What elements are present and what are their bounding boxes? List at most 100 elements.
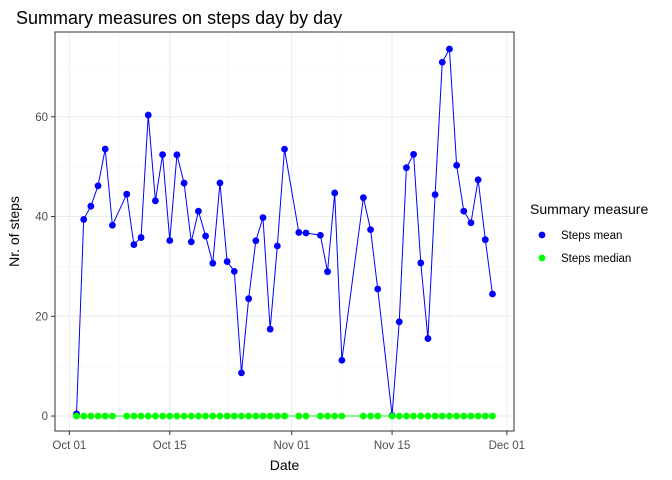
axes: Oct 01 Oct 15 Nov 01 Nov 15 Dec 01 0 20 40 60 <box>35 112 525 452</box>
steps-median-point <box>410 412 417 420</box>
steps-mean-point <box>410 150 417 158</box>
steps-mean-point <box>166 237 174 244</box>
steps-mean-point <box>101 145 109 153</box>
steps-median-point <box>302 412 310 420</box>
steps-mean-point <box>281 145 288 153</box>
steps-median-point <box>316 412 324 420</box>
steps-mean-point <box>374 285 382 293</box>
steps-mean-point <box>152 197 159 205</box>
steps-mean-point <box>209 259 217 267</box>
steps-median-point <box>417 412 425 420</box>
steps-mean-point <box>245 295 253 303</box>
steps-mean-point <box>187 238 195 246</box>
steps-mean-point <box>331 189 339 197</box>
steps-mean-point <box>467 219 475 227</box>
steps-median-point <box>94 412 102 420</box>
steps-mean-point <box>338 356 346 364</box>
steps-median-point <box>144 412 152 420</box>
steps-median-point <box>295 412 303 420</box>
legend-key-steps-median <box>538 254 546 262</box>
steps-median-point <box>238 412 245 420</box>
steps-mean-point <box>446 45 453 53</box>
steps-median-point <box>195 412 202 420</box>
steps-mean-point <box>481 236 489 244</box>
steps-mean-point <box>173 151 181 159</box>
steps-mean-point <box>223 258 231 265</box>
steps-median-point <box>266 412 274 420</box>
y-tick-label: 40 <box>35 212 48 224</box>
steps-median-point <box>80 412 88 420</box>
steps-mean-point <box>295 229 303 236</box>
steps-median-point <box>467 412 475 420</box>
steps-median-point <box>173 412 181 420</box>
steps-median-point <box>137 412 145 420</box>
steps-median-point <box>209 412 217 420</box>
steps-median-point <box>180 412 188 420</box>
steps-median-point <box>403 412 410 420</box>
steps-mean-point <box>238 369 245 377</box>
steps-mean-point <box>417 259 425 267</box>
steps-median-point <box>281 412 288 420</box>
steps-median-point <box>367 412 374 420</box>
steps-median-point <box>152 412 159 420</box>
steps-median-point <box>259 412 267 420</box>
steps-median-point <box>388 412 396 420</box>
y-tick-label: 60 <box>35 112 48 124</box>
steps-mean-point <box>438 58 446 66</box>
steps-median-point <box>130 412 138 420</box>
y-axis-title: Nr. of steps <box>6 196 22 267</box>
legend: Summary measure Steps mean Steps median <box>530 201 648 265</box>
steps-mean-point <box>144 111 152 119</box>
steps-median-point <box>474 412 482 420</box>
steps-mean-point <box>460 207 468 215</box>
x-tick-label: Oct 15 <box>153 440 187 452</box>
steps-median-point <box>395 412 403 420</box>
steps-mean-point <box>123 190 131 198</box>
steps-median-point <box>108 412 116 420</box>
steps-mean-point <box>273 242 281 250</box>
steps-mean-point <box>395 318 403 326</box>
steps-median-point <box>460 412 468 420</box>
panel-border <box>54 31 515 432</box>
x-tick-label: Oct 01 <box>52 440 86 452</box>
steps-mean-point <box>80 216 88 223</box>
steps-mean-point <box>108 221 116 229</box>
steps-mean-point <box>216 179 224 187</box>
steps-mean-point <box>252 237 260 245</box>
steps-mean-point <box>202 232 210 240</box>
steps-mean-point <box>87 202 95 210</box>
steps-median-point <box>252 412 260 420</box>
steps-mean-point <box>259 214 267 222</box>
x-tick-label: Nov 15 <box>374 440 410 452</box>
steps-median-point <box>166 412 174 420</box>
steps-mean-point <box>94 182 102 190</box>
steps-median-point <box>73 412 80 420</box>
steps-mean-point <box>266 325 274 333</box>
steps-median-point <box>359 412 367 420</box>
steps-median-point <box>223 412 231 420</box>
grid <box>55 32 514 431</box>
steps-mean-point <box>359 194 367 202</box>
x-tick-label: Dec 01 <box>489 440 525 452</box>
steps-median-point <box>123 412 131 420</box>
steps-mean-point <box>324 268 331 276</box>
steps-mean-line <box>76 47 493 416</box>
steps-mean-point <box>302 229 310 237</box>
steps-mean-point <box>159 151 166 158</box>
steps-mean-point <box>230 267 238 275</box>
steps-median-point <box>438 412 446 420</box>
steps-median-point <box>453 412 461 420</box>
steps-median-point <box>230 412 238 420</box>
x-axis-title: Date <box>270 457 300 473</box>
x-tick-label: Nov 01 <box>273 440 309 452</box>
chart-title: Summary measures on steps day by day <box>16 8 342 28</box>
steps-mean-point <box>424 335 432 342</box>
steps-median-point <box>431 412 439 420</box>
steps-median-point <box>216 412 224 420</box>
steps-mean-point <box>137 234 145 241</box>
steps-median-point <box>187 412 195 420</box>
steps-median-point <box>273 412 281 420</box>
steps-median-point <box>489 412 496 420</box>
plot-series <box>73 45 496 420</box>
